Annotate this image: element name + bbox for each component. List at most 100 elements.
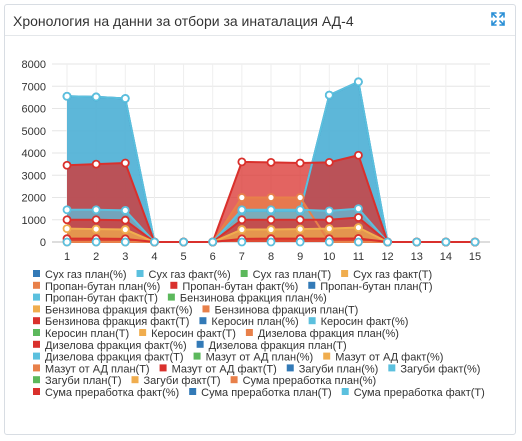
data-point	[354, 237, 363, 247]
legend-swatch	[341, 270, 349, 277]
legend-swatch	[245, 329, 253, 336]
data-point	[354, 223, 363, 232]
data-point	[295, 224, 305, 234]
legend-entry: Пропан-бутан факт(Т)	[45, 293, 158, 305]
legend-swatch	[33, 388, 40, 395]
legend-swatch	[199, 317, 207, 325]
legend-entry: Бензинова фракция факт(%)	[45, 304, 193, 316]
data-point	[91, 215, 101, 225]
legend-swatch	[33, 376, 40, 384]
legend-entry: Сух газ факт(%)	[149, 269, 231, 281]
data-point	[120, 206, 130, 215]
data-point	[266, 225, 276, 234]
legend-swatch	[139, 329, 147, 336]
data-point	[295, 205, 305, 215]
data-point	[266, 205, 276, 215]
data-point	[62, 215, 72, 225]
x-tick-label: 4	[151, 251, 157, 263]
x-tick-label: 2	[93, 251, 99, 263]
legend-swatch	[33, 317, 40, 325]
data-point	[295, 158, 305, 168]
data-point	[383, 237, 392, 247]
data-point	[91, 205, 101, 215]
legend-entry: Пропан-бутан факт(%)	[182, 281, 298, 293]
data-point	[295, 215, 305, 225]
x-tick-label: 10	[323, 251, 335, 263]
legend-swatch	[286, 364, 294, 372]
data-point	[120, 94, 130, 103]
legend-swatch	[136, 270, 144, 277]
data-point	[62, 224, 72, 234]
data-point	[324, 90, 334, 100]
legend-swatch	[33, 281, 40, 289]
legend-entry: Бензинова фракция факт(Т)	[45, 316, 189, 328]
data-point	[324, 157, 334, 167]
data-point	[266, 193, 276, 202]
data-point	[237, 157, 247, 167]
legend-swatch	[170, 281, 178, 289]
legend-entry: Дизелова фракция факт(Т)	[45, 352, 184, 364]
data-point	[324, 215, 334, 225]
x-tick-label: 7	[239, 251, 245, 263]
y-tick-label: 1000	[22, 215, 46, 227]
data-point	[354, 213, 363, 222]
legend-swatch	[323, 352, 331, 360]
data-point	[266, 237, 276, 247]
panel-title: Хронология на данни за отбори за инатала…	[13, 13, 354, 29]
legend-swatch	[33, 293, 40, 301]
data-point	[237, 225, 247, 234]
legend-entry: Сух газ факт(Т)	[353, 269, 432, 281]
legend-entry: Мазут от АД факт(Т)	[172, 363, 277, 375]
data-point	[354, 150, 363, 160]
legend-entry: Дизелова фракция план(Т)	[209, 340, 347, 352]
data-point	[208, 237, 218, 247]
legend-swatch	[159, 364, 167, 372]
x-tick-label: 13	[411, 251, 423, 263]
legend-swatch	[202, 305, 210, 313]
legend-swatch	[308, 281, 316, 289]
legend-swatch	[33, 352, 40, 360]
y-tick-label: 3000	[22, 170, 46, 182]
legend-entry: Загуби план(Т)	[45, 375, 122, 387]
legend-entry: Пропан-бутан план(%)	[45, 281, 160, 293]
data-point	[266, 215, 276, 225]
x-tick-label: 14	[440, 251, 452, 263]
legend-swatch	[193, 352, 201, 360]
legend-entry: Дизелова фракция факт(%)	[45, 340, 187, 352]
data-point	[354, 204, 363, 214]
data-point	[62, 205, 72, 215]
x-tick-label: 11	[353, 251, 364, 263]
legend-entry: Сума преработка факт(%)	[45, 387, 179, 399]
x-tick-label: 5	[181, 251, 187, 263]
legend-entry: Мазут от АД план(%)	[206, 352, 314, 364]
x-tick-label: 1	[64, 251, 70, 263]
x-tick-label: 3	[122, 251, 128, 263]
data-point	[120, 237, 130, 247]
legend-swatch	[131, 376, 139, 384]
legend-entry: Дизелова фракция план(%)	[258, 328, 399, 340]
legend-swatch	[341, 388, 349, 395]
legend-swatch	[189, 388, 197, 395]
data-point	[62, 237, 72, 247]
y-tick-label: 6000	[22, 104, 46, 116]
legend-swatch	[33, 329, 40, 336]
legend-swatch	[240, 270, 248, 277]
panel-header: Хронология на данни за отбори за инатала…	[5, 5, 515, 36]
legend-swatch	[33, 305, 40, 313]
legend-entry: Мазут от АД план(Т)	[45, 363, 150, 375]
data-point	[237, 205, 247, 215]
y-tick-label: 4000	[22, 148, 46, 160]
y-tick-label: 8000	[22, 59, 46, 71]
legend-entry: Керосин план(Т)	[45, 328, 129, 340]
legend-entry: Бензинова фракция план(%)	[180, 293, 327, 305]
legend-entry: Сума преработка план(%)	[243, 375, 377, 387]
data-point	[354, 77, 363, 87]
legend-swatch	[230, 376, 238, 384]
expand-arrows-icon[interactable]	[491, 12, 505, 26]
data-point	[295, 237, 305, 247]
legend-swatch	[33, 364, 40, 372]
data-point	[91, 224, 101, 234]
legend-entry: Сух газ план(%)	[45, 269, 127, 281]
legend-swatch	[33, 270, 40, 277]
